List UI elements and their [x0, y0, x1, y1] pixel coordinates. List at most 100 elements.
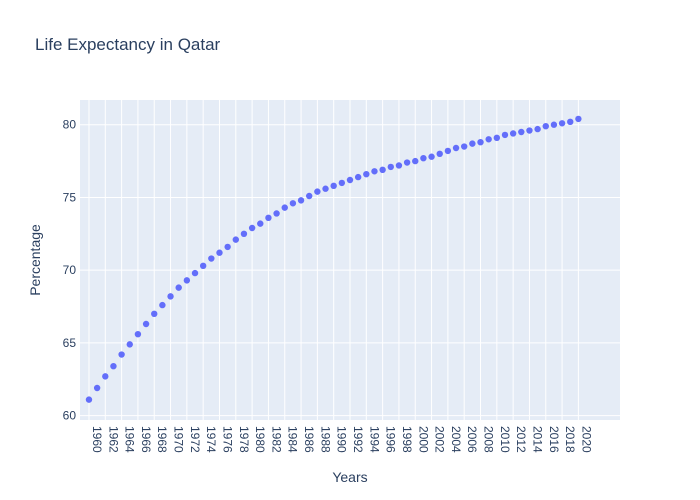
data-point: [216, 249, 223, 256]
data-point: [518, 128, 525, 136]
data-point: [526, 127, 533, 134]
data-point: [550, 121, 558, 128]
x-tick-label: 1994: [367, 426, 381, 453]
data-point: [330, 182, 337, 190]
data-point: [387, 163, 394, 171]
data-point: [126, 341, 133, 348]
data-point: [436, 150, 443, 158]
y-gridlines: [80, 124, 620, 417]
x-tick-label: 2016: [547, 426, 561, 453]
x-tick-label: 2018: [563, 426, 577, 453]
y-tick-label: 70: [63, 263, 77, 277]
data-point: [289, 200, 297, 207]
data-point: [558, 120, 566, 127]
data-point: [403, 159, 411, 166]
x-tick-label: 1988: [318, 426, 332, 453]
x-tick-label: 1986: [302, 426, 316, 453]
y-tick-label: 60: [63, 409, 77, 423]
x-tick-label: 1974: [204, 426, 218, 453]
x-tick-label: 1970: [172, 426, 186, 453]
data-point: [354, 173, 362, 181]
x-tick-label: 2008: [482, 426, 496, 453]
x-tick-label: 1968: [155, 426, 169, 453]
data-point: [281, 204, 288, 211]
data-point: [265, 214, 272, 222]
data-point: [412, 157, 419, 165]
data-point: [199, 262, 207, 270]
data-point: [534, 125, 541, 133]
data-point: [257, 220, 264, 227]
x-tick-label: 1982: [269, 426, 283, 453]
data-point: [85, 396, 93, 403]
x-tick-label: 1960: [90, 426, 104, 453]
x-tick-label: 1978: [237, 426, 251, 453]
data-point: [444, 147, 452, 155]
data-point: [191, 269, 199, 277]
x-tick-label: 1966: [139, 426, 153, 453]
data-point: [322, 185, 329, 192]
x-tick-labels: 1960 1962 1964 1966 1968 1970 1972 1974 1976 1978…: [90, 426, 593, 453]
x-tick-label: 1972: [188, 426, 202, 453]
data-point: [273, 210, 280, 217]
data-point: [175, 284, 182, 291]
data-point: [102, 373, 109, 380]
data-point: [151, 310, 158, 318]
data-point: [110, 362, 117, 370]
data-point: [183, 277, 191, 284]
data-point: [224, 243, 231, 251]
x-tick-label: 2006: [465, 426, 479, 453]
x-axis-title: Years: [332, 469, 367, 485]
data-point: [167, 293, 174, 300]
x-tick-label: 1984: [286, 426, 300, 453]
x-tick-label: 1996: [384, 426, 398, 453]
data-points: [85, 115, 582, 403]
data-point: [460, 143, 468, 150]
x-tick-label: 1998: [400, 426, 414, 453]
data-point: [575, 115, 582, 123]
data-point: [134, 330, 142, 338]
y-axis-title: Percentage: [27, 224, 43, 296]
data-point: [428, 153, 435, 160]
data-point: [93, 384, 101, 392]
data-point: [477, 138, 484, 146]
data-point: [542, 122, 549, 130]
data-point: [248, 224, 256, 232]
data-point: [208, 255, 215, 262]
data-point: [452, 144, 460, 152]
data-point: [338, 179, 346, 187]
x-tick-label: 1990: [335, 426, 349, 453]
data-point: [297, 197, 305, 204]
x-gridlines: [88, 100, 579, 420]
chart-title: Life Expectancy in Qatar: [35, 35, 221, 54]
data-point: [493, 134, 501, 142]
data-point: [363, 170, 370, 178]
data-point: [485, 136, 492, 143]
x-tick-label: 2004: [449, 426, 463, 453]
data-point: [314, 188, 321, 195]
x-tick-label: 1980: [253, 426, 267, 453]
x-tick-label: 2020: [579, 426, 593, 453]
data-point: [371, 168, 378, 175]
y-tick-labels: 60 65 70 75 80: [63, 118, 77, 423]
data-point: [567, 118, 574, 126]
x-tick-label: 1976: [220, 426, 234, 453]
y-tick-label: 75: [63, 190, 77, 204]
data-point: [142, 320, 150, 328]
y-tick-label: 65: [63, 336, 77, 350]
x-tick-label: 1964: [123, 426, 137, 453]
data-point: [509, 130, 517, 137]
data-point: [420, 154, 427, 162]
data-point: [232, 236, 240, 243]
data-point: [469, 140, 476, 147]
data-point: [159, 301, 166, 309]
data-point: [379, 166, 386, 174]
data-point: [240, 230, 248, 238]
data-point: [306, 192, 313, 200]
data-point: [346, 176, 354, 184]
x-tick-label: 2002: [433, 426, 447, 453]
data-point: [118, 351, 125, 358]
x-tick-label: 1962: [106, 426, 120, 453]
data-point: [395, 162, 403, 169]
x-tick-label: 2012: [514, 426, 528, 453]
